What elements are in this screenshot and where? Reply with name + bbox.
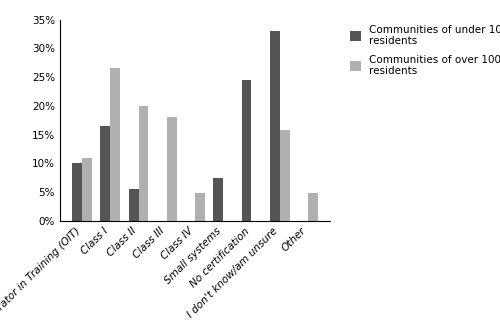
- Bar: [138, 106, 148, 221]
- Bar: [308, 193, 318, 221]
- Bar: [72, 163, 82, 221]
- Bar: [280, 130, 289, 221]
- Bar: [270, 31, 280, 221]
- Bar: [195, 193, 205, 221]
- Bar: [242, 80, 252, 221]
- Bar: [167, 117, 176, 221]
- Bar: [128, 189, 138, 221]
- Bar: [100, 126, 110, 221]
- Legend: Communities of under 1000
residents, Communities of over 1000
residents: Communities of under 1000 residents, Com…: [346, 21, 500, 81]
- Bar: [110, 69, 120, 221]
- Bar: [214, 178, 223, 221]
- Bar: [82, 158, 92, 221]
